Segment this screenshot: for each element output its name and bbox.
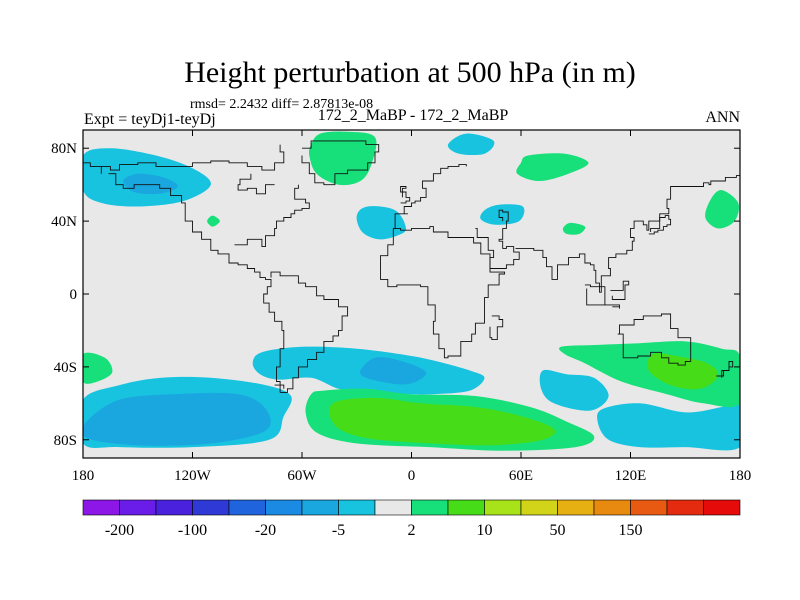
contour-region-siberia-high <box>516 153 589 181</box>
colorbar-label: 50 <box>550 522 566 539</box>
contour-region-eastern-europe-low <box>480 204 525 225</box>
coastline-2 <box>301 140 380 186</box>
y-tick-label: 40N <box>51 214 77 230</box>
contour-region-north-pacific-high <box>705 190 739 229</box>
coastline-4 <box>234 184 310 248</box>
colorbar-swatch <box>703 499 741 516</box>
contour-region-indian-ocean-low <box>539 369 609 411</box>
coastline-17 <box>604 304 620 309</box>
coastline-13 <box>648 215 672 235</box>
colorbar-label: -20 <box>255 522 276 539</box>
contour-region-south-atlantic-high-core <box>329 397 556 446</box>
contour-region-east-south-pacific-low <box>597 400 740 451</box>
contour-region-south-pacific-east-high <box>559 341 740 408</box>
x-tick-label: 120E <box>615 468 647 484</box>
contour-region-southern-pacific-core <box>83 392 271 446</box>
map-panel <box>82 129 741 459</box>
coastline-9 <box>489 315 504 341</box>
contour-fill-layer <box>83 131 740 451</box>
colorbar-swatch <box>228 499 266 516</box>
contour-region-south-atlantic-core <box>360 357 427 385</box>
colorbar-label: 150 <box>619 522 643 539</box>
colorbar-label: -200 <box>105 522 134 539</box>
colorbar-swatch <box>411 499 449 516</box>
x-tick-label: 60W <box>287 468 317 484</box>
coastline-10 <box>475 227 520 269</box>
colorbar-label: -5 <box>332 522 345 539</box>
coastline-1 <box>237 173 275 195</box>
colorbar-label: 10 <box>477 522 493 539</box>
coastline-8 <box>380 226 506 359</box>
contour-region-south-pacific-west-high <box>83 352 113 384</box>
colorbar-swatch <box>265 499 303 516</box>
colorbar-label: -100 <box>178 522 207 539</box>
y-tick-label: 80S <box>54 433 77 449</box>
colorbar-swatch <box>484 499 522 516</box>
colorbar-swatch <box>557 499 595 516</box>
colorbar-swatch <box>301 499 339 516</box>
x-tick-label: 180 <box>729 468 752 484</box>
season-label: ANN <box>705 109 740 126</box>
colorbar: -200 -100 -20 -5 2 10 50 150 <box>82 499 741 539</box>
axis-layer: 180 120W 60W 0 60E 120E 180 80N 40N 0 40S 80S <box>51 130 751 484</box>
colorbar-swatch <box>119 499 157 516</box>
colorbar-swatch <box>666 499 704 516</box>
y-tick-label: 80N <box>51 141 77 157</box>
x-tick-label: 60E <box>509 468 533 484</box>
x-tick-label: 180 <box>72 468 95 484</box>
colorbar-swatch <box>82 499 120 516</box>
coastline-14 <box>617 313 692 366</box>
coastline-3 <box>108 173 285 393</box>
colorbar-swatch <box>447 499 485 516</box>
colorbar-swatch <box>630 499 668 516</box>
contour-region-north-pacific-core <box>123 173 178 195</box>
stats-line: rmsd= 2.2432 diff= 2.87813e-08 <box>190 97 373 112</box>
colorbar-swatch <box>192 499 230 516</box>
colorbar-swatch <box>374 499 412 516</box>
contour-region-south-pacific-east-core <box>647 353 719 390</box>
contour-region-arctic-high <box>308 131 377 186</box>
colorbar-swatch <box>155 499 193 516</box>
chart-title: Height perturbation at 500 hPa (in m) <box>184 56 636 89</box>
colorbar-swatch <box>593 499 631 516</box>
case-label: 172_2_MaBP - 172_2_MaBP <box>318 107 509 124</box>
coastline-7 <box>400 186 411 204</box>
y-tick-label: 0 <box>70 287 78 303</box>
colorbar-label: 2 <box>408 522 416 539</box>
coastline-19 <box>274 384 285 389</box>
experiment-label: Expt = teyDj1-teyDj <box>84 111 216 128</box>
coastline-12 <box>498 209 509 229</box>
coastline-5 <box>270 271 349 393</box>
contour-region-atlantic-blob <box>207 215 220 227</box>
contour-region-arctic-low <box>447 133 495 156</box>
colorbar-swatch <box>338 499 376 516</box>
x-tick-label: 0 <box>408 468 416 484</box>
coastline-18 <box>610 280 630 300</box>
x-tick-label: 120W <box>174 468 212 484</box>
coastline-20 <box>83 162 102 174</box>
colorbar-swatch <box>520 499 558 516</box>
coastline-0 <box>101 144 285 171</box>
coastline-15 <box>716 360 734 378</box>
coastline-layer <box>83 140 740 393</box>
contour-region-central-asia-high <box>562 222 586 235</box>
coastline-16 <box>584 284 606 306</box>
coastline-6 <box>393 164 467 229</box>
y-tick-label: 40S <box>54 360 77 376</box>
coastline-11 <box>515 170 740 293</box>
